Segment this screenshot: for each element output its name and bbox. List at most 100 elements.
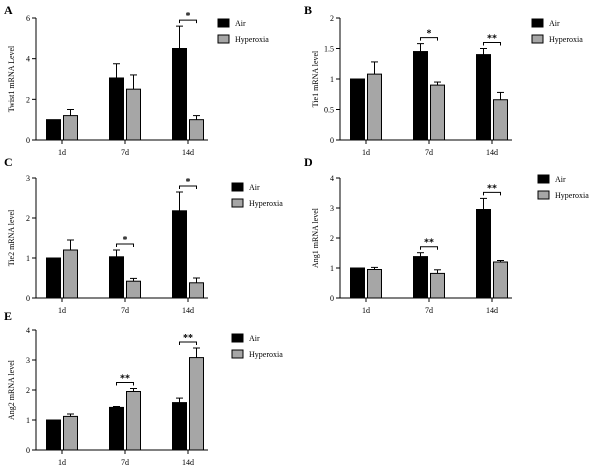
panel-a: A 0 2 4 6 Twist1 mRNA Level 1d 7d 14d * Air Hyperox… — [4, 3, 269, 157]
y-tick-label: 3 — [330, 204, 334, 213]
panel-label: A — [4, 3, 13, 17]
significance-label: ** — [487, 183, 497, 194]
y-tick-label: 0 — [26, 136, 30, 145]
x-tick-label: 1d — [58, 306, 66, 315]
significance-bracket — [179, 341, 197, 345]
bar-hyperoxia — [493, 261, 508, 299]
bar-air — [46, 119, 61, 141]
y-tick-label: 1 — [330, 264, 334, 273]
legend-label-hyperoxia: Hyperoxia — [555, 191, 589, 200]
bar-hyperoxia — [189, 119, 204, 141]
y-tick-label: 2 — [26, 95, 30, 104]
panel-c: C 0 1 2 3 Tie2 mRNA level 1d 7d 14d * * Air Hyperoxi… — [4, 155, 283, 315]
bar-air — [476, 209, 491, 299]
x-tick-label: 7d — [121, 306, 129, 315]
y-tick-label: 2 — [26, 214, 30, 223]
bar-hyperoxia — [126, 391, 141, 451]
bar-hyperoxia — [430, 272, 445, 299]
legend-swatch-air — [231, 333, 244, 343]
significance-bracket — [116, 382, 134, 386]
bar-hyperoxia — [367, 73, 382, 141]
legend-swatch-hyperoxia — [231, 349, 244, 359]
legend-label-air: Air — [249, 183, 260, 192]
y-tick-label: 2 — [330, 14, 334, 23]
significance-label: ** — [120, 374, 130, 385]
x-tick-label: 7d — [425, 148, 433, 157]
y-tick-label: 0 — [26, 294, 30, 303]
legend-swatch-air — [537, 174, 550, 184]
bar-hyperoxia — [189, 282, 204, 299]
bar-hyperoxia — [126, 280, 141, 299]
x-tick-label: 14d — [486, 148, 498, 157]
bar-air — [350, 78, 365, 141]
y-tick-label: 4 — [26, 326, 30, 335]
y-tick-label: 0 — [330, 136, 334, 145]
significance-label: * — [427, 29, 432, 40]
significance-label: * — [123, 235, 128, 246]
legend-label-hyperoxia: Hyperoxia — [549, 35, 583, 44]
legend-label-air: Air — [235, 19, 246, 28]
bar-hyperoxia — [63, 115, 78, 141]
x-tick-label: 7d — [425, 306, 433, 315]
bar-air — [172, 210, 187, 299]
legend-swatch-hyperoxia — [231, 198, 244, 208]
y-tick-label: 2 — [26, 386, 30, 395]
significance-bracket — [116, 243, 134, 247]
legend-swatch-hyperoxia — [217, 34, 230, 44]
legend-swatch-air — [231, 182, 244, 192]
x-tick-label: 1d — [58, 148, 66, 157]
bar-air — [350, 267, 365, 299]
panel-label: D — [304, 155, 313, 169]
y-tick-label: 1 — [26, 254, 30, 263]
bar-hyperoxia — [63, 249, 78, 299]
legend-swatch-hyperoxia — [531, 34, 544, 44]
y-axis-label: Ang2 mRNA level — [7, 359, 16, 420]
bar-air — [46, 257, 61, 299]
significance-bracket — [179, 19, 197, 24]
x-tick-label: 7d — [121, 148, 129, 157]
x-tick-label: 7d — [121, 458, 129, 467]
x-tick-label: 14d — [182, 306, 194, 315]
bar-hyperoxia — [126, 88, 141, 141]
legend-swatch-hyperoxia — [537, 190, 550, 200]
bar-hyperoxia — [189, 357, 204, 451]
panel-e: E 0 1 2 3 4 Ang2 mRNA level 1d 7d 14d ** ** Air Hyper… — [4, 309, 283, 467]
y-tick-label: 1.5 — [324, 45, 334, 54]
panel-label: E — [4, 309, 12, 323]
bar-hyperoxia — [493, 99, 508, 141]
y-tick-label: 4 — [26, 55, 30, 64]
bar-air — [476, 54, 491, 141]
legend-swatch-air — [531, 18, 544, 28]
x-tick-label: 14d — [182, 458, 194, 467]
significance-label: ** — [183, 333, 193, 344]
legend-label-air: Air — [549, 19, 560, 28]
significance-bracket — [179, 185, 197, 189]
bar-air — [109, 256, 124, 299]
y-tick-label: 0.5 — [324, 106, 334, 115]
legend-label-hyperoxia: Hyperoxia — [235, 35, 269, 44]
y-axis-label: Twist1 mRNA Level — [7, 45, 16, 112]
panel-label: C — [4, 155, 13, 169]
y-tick-label: 0 — [26, 446, 30, 455]
legend-label-air: Air — [555, 175, 566, 184]
bar-air — [46, 419, 61, 451]
y-tick-label: 3 — [26, 356, 30, 365]
y-tick-label: 6 — [26, 14, 30, 23]
x-tick-label: 1d — [58, 458, 66, 467]
y-tick-label: 1 — [26, 416, 30, 425]
y-tick-label: 1 — [330, 75, 334, 84]
y-axis-label: Tie2 mRNA level — [7, 209, 16, 266]
bar-air — [109, 406, 124, 451]
significance-bracket — [483, 191, 501, 196]
bar-hyperoxia — [430, 84, 445, 141]
x-tick-label: 1d — [362, 148, 370, 157]
significance-label: ** — [424, 238, 434, 249]
legend-label-air: Air — [249, 334, 260, 343]
x-tick-label: 14d — [486, 306, 498, 315]
y-tick-label: 3 — [26, 174, 30, 183]
significance-bracket — [483, 42, 501, 46]
bar-air — [172, 402, 187, 451]
significance-bracket — [420, 246, 438, 250]
x-tick-label: 14d — [182, 148, 194, 157]
